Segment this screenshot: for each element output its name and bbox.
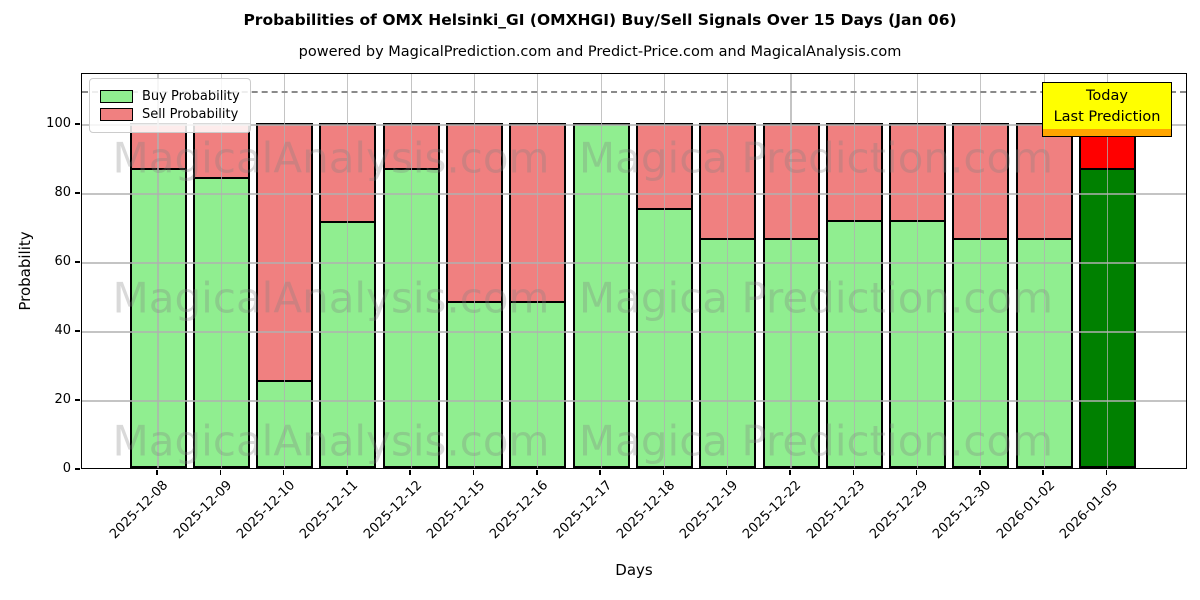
vertical-gridline	[347, 74, 349, 468]
x-tick-mark	[1042, 470, 1044, 475]
y-tick-label: 0	[62, 461, 71, 476]
x-tick-mark	[979, 470, 981, 475]
y-tick-label: 20	[54, 392, 71, 407]
x-tick-label: 2025-12-29	[867, 478, 932, 543]
horizontal-gridline	[82, 262, 1186, 264]
annotation-line-2: Last Prediction	[1053, 109, 1161, 126]
y-tick-label: 40	[54, 323, 71, 339]
x-tick-mark	[409, 470, 411, 475]
watermark-text: MagicalAnalysis.com	[112, 416, 550, 466]
vertical-gridline	[1106, 74, 1109, 468]
legend-item-sell: Sell Probability	[100, 107, 240, 122]
horizontal-gridline	[82, 400, 1186, 402]
x-tick-label: 2025-12-16	[487, 478, 552, 543]
x-tick-mark	[472, 470, 475, 475]
x-tick-label: 2026-01-02	[993, 478, 1058, 543]
x-tick-mark	[662, 470, 665, 475]
x-tick-label: 2026-01-05	[1057, 478, 1122, 543]
x-tick-mark	[789, 470, 791, 475]
x-tick-label: 2025-12-08	[107, 478, 172, 543]
y-tick-mark	[75, 192, 80, 194]
vertical-gridline	[284, 74, 286, 468]
vertical-gridline	[600, 74, 602, 468]
vertical-gridline	[917, 74, 919, 468]
legend-label-sell: Sell Probability	[142, 107, 239, 122]
y-tick-mark	[75, 399, 80, 401]
watermark-text: Magica Prediction.com	[578, 273, 1054, 323]
y-tick-label: 60	[54, 254, 71, 270]
legend: Buy Probability Sell Probability	[89, 78, 251, 133]
x-tick-mark	[282, 470, 285, 475]
watermark-text: Magica Prediction.com	[578, 133, 1054, 183]
vertical-gridline	[537, 74, 539, 468]
x-tick-label: 2025-12-11	[297, 478, 362, 543]
x-tick-mark	[219, 470, 222, 475]
x-tick-label: 2025-12-19	[677, 478, 742, 543]
legend-label-buy: Buy Probability	[142, 89, 240, 104]
x-tick-label: 2025-12-23	[803, 478, 868, 543]
x-tick-mark	[536, 470, 538, 475]
horizontal-gridline	[82, 124, 1186, 126]
vertical-gridline	[220, 74, 222, 468]
x-tick-mark	[915, 470, 918, 475]
y-tick-mark	[75, 330, 80, 332]
vertical-gridline	[410, 74, 412, 468]
horizontal-gridline	[82, 193, 1186, 195]
horizontal-gridline	[82, 331, 1186, 333]
y-tick-mark	[75, 123, 80, 125]
vertical-gridline	[727, 74, 729, 468]
legend-item-buy: Buy Probability	[100, 89, 240, 104]
vertical-gridline	[663, 74, 665, 468]
x-tick-label: 2025-12-10	[234, 478, 299, 543]
plot-area: MagicalAnalysis.com MagicalAnalysis.com Ma…	[81, 73, 1187, 469]
threshold-dashed-line	[82, 90, 1186, 93]
x-axis-label: Days	[615, 561, 653, 579]
x-tick-label: 2025-12-15	[424, 478, 489, 543]
y-axis-label: Probability	[16, 231, 34, 311]
x-tick-mark	[1105, 470, 1108, 475]
x-tick-mark	[852, 470, 855, 475]
vertical-gridline	[473, 74, 476, 468]
watermark-text: MagicalAnalysis.com	[112, 133, 550, 183]
watermark-layer: MagicalAnalysis.com MagicalAnalysis.com Ma…	[82, 74, 1186, 468]
x-tick-label: 2025-12-18	[613, 478, 679, 543]
grid-layer	[82, 74, 1186, 468]
y-tick-mark	[75, 261, 80, 263]
watermark-text: Magica Prediction.com	[578, 416, 1054, 466]
x-tick-label: 2025-12-17	[550, 478, 615, 543]
sell-swatch-icon	[100, 108, 133, 121]
x-tick-label: 2025-12-22	[740, 478, 805, 543]
buy-swatch-icon	[100, 90, 133, 103]
x-tick-mark	[156, 470, 158, 475]
today-annotation: Today Last Prediction	[1042, 82, 1172, 138]
x-tick-label: 2025-12-30	[930, 478, 995, 543]
chart-title: Probabilities of OMX Helsinki_GI (OMXHGI…	[243, 11, 957, 29]
vertical-gridline	[790, 74, 792, 468]
vertical-gridline	[1043, 74, 1045, 468]
chart-subtitle: powered by MagicalPrediction.com and Pre…	[298, 44, 902, 60]
y-tick-label: 80	[54, 185, 71, 201]
x-tick-label: 2025-12-09	[170, 478, 235, 543]
vertical-gridline	[157, 74, 159, 468]
y-tick-mark	[75, 468, 80, 470]
x-tick-label: 2025-12-12	[360, 478, 425, 543]
watermark-text: MagicalAnalysis.com	[112, 273, 550, 323]
y-tick-label: 100	[46, 116, 71, 132]
annotation-line-1: Today	[1086, 88, 1128, 104]
x-tick-mark	[725, 470, 728, 475]
x-tick-mark	[599, 470, 601, 475]
vertical-gridline	[980, 74, 982, 468]
vertical-gridline	[853, 74, 855, 468]
x-tick-mark	[346, 470, 348, 475]
